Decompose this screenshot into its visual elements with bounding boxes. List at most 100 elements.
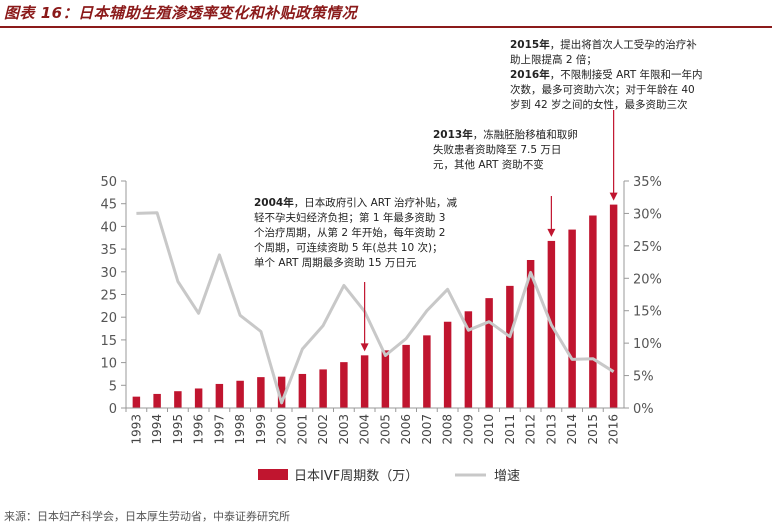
annotation-line: 个周期，可连续资助 5 年(总共 10 次)； bbox=[254, 241, 457, 256]
annotation-2013: 2013年，冻融胚胎移植和取卵 失败患者资助降至 7.5 万日 元，其他 ART 资… bbox=[433, 128, 578, 173]
annotation-line: 轻不孕夫妇经济负担；第 1 年最多资助 3 bbox=[254, 211, 457, 226]
arrow-head-2013 bbox=[547, 228, 556, 237]
bar-1994 bbox=[153, 393, 161, 408]
annotation-text: 个周期，可连续资助 5 年(总共 10 次)； bbox=[254, 242, 443, 254]
annotation-text: 元，其他 ART 资助不变 bbox=[433, 159, 544, 171]
left-tick-label: 45 bbox=[100, 198, 117, 213]
bar-2006 bbox=[402, 344, 410, 408]
left-tick-label: 0 bbox=[109, 402, 117, 417]
bar-2005 bbox=[381, 350, 390, 408]
bar-2012 bbox=[526, 259, 535, 408]
annotation-text: ，冻融胚胎移植和取卵 bbox=[472, 129, 578, 141]
annotation-text: ，不限制接受 ART 年限和一年内 bbox=[549, 69, 703, 81]
right-tick-label: 15% bbox=[633, 305, 662, 320]
left-tick-label: 35 bbox=[100, 243, 117, 258]
x-tick-label: 2005 bbox=[378, 414, 392, 445]
x-tick-label: 2003 bbox=[337, 414, 351, 445]
bar-1998 bbox=[236, 380, 244, 408]
x-tick-label: 1997 bbox=[212, 414, 226, 445]
bar-1997 bbox=[215, 383, 224, 408]
bar-2000 bbox=[277, 376, 286, 408]
x-tick-label: 1996 bbox=[192, 414, 206, 445]
annotation-text: 失败患者资助降至 7.5 万日 bbox=[433, 144, 562, 156]
annotation-year: 2015年 bbox=[510, 39, 550, 51]
annotation-line: 次数，最多可资助六次；对于年龄在 40 bbox=[510, 83, 703, 98]
right-tick-label: 5% bbox=[633, 370, 654, 385]
annotation-line: 失败患者资助降至 7.5 万日 bbox=[433, 143, 578, 158]
annotation-text: ，日本政府引入 ART 治疗补贴，减 bbox=[293, 197, 458, 209]
x-tick-label: 2000 bbox=[275, 414, 289, 445]
source-note: 来源：日本妇产科学会，日本厚生劳动省，中泰证券研究所 bbox=[4, 510, 290, 523]
annotation-2016: 2016年，不限制接受 ART 年限和一年内 次数，最多可资助六次；对于年龄在 4… bbox=[510, 68, 703, 113]
left-tick-label: 5 bbox=[109, 379, 117, 394]
bar-1996 bbox=[194, 388, 203, 408]
annotation-text: 岁到 42 岁之间的女性，最多资助三次 bbox=[510, 99, 688, 111]
left-tick-label: 10 bbox=[100, 357, 117, 372]
arrow-head-2016 bbox=[609, 192, 618, 201]
annotation-text: 次数，最多可资助六次；对于年龄在 40 bbox=[510, 84, 695, 96]
bar-2015 bbox=[589, 215, 597, 408]
bar-1993 bbox=[132, 396, 141, 408]
figure-title: 图表 16：日本辅助生殖渗透率变化和补贴政策情况 bbox=[4, 4, 358, 22]
left-tick-label: 50 bbox=[100, 175, 117, 190]
x-tick-label: 2014 bbox=[565, 414, 579, 445]
x-tick-label: 2011 bbox=[503, 414, 517, 445]
annotation-text: ，提出将首次人工受孕的治疗补 bbox=[549, 39, 697, 51]
x-tick-label: 2016 bbox=[607, 414, 621, 445]
x-tick-label: 2009 bbox=[461, 414, 475, 445]
right-tick-label: 0% bbox=[633, 402, 654, 417]
x-tick-label: 2004 bbox=[358, 414, 372, 445]
x-tick-label: 2002 bbox=[316, 414, 330, 445]
x-tick-label: 2006 bbox=[399, 414, 413, 445]
x-tick-label: 1999 bbox=[254, 414, 268, 445]
x-tick-label: 2010 bbox=[482, 414, 496, 445]
bar-2010 bbox=[485, 298, 493, 408]
annotation-text: 轻不孕夫妇经济负担；第 1 年最多资助 3 bbox=[254, 212, 446, 224]
line-series bbox=[136, 211, 615, 405]
axes: 0 5 10 15 20 25 30 35 40 45 50 0% 5% 10% 15% 20% 25% 30% 3… bbox=[100, 175, 661, 445]
title-rule bbox=[0, 26, 772, 28]
annotation-line: 元，其他 ART 资助不变 bbox=[433, 158, 578, 173]
annotation-year: 2016年 bbox=[510, 69, 550, 81]
right-tick-label: 25% bbox=[633, 240, 662, 255]
x-tick-label: 2008 bbox=[441, 414, 455, 445]
bar-2009 bbox=[464, 311, 473, 408]
annotation-line: 助上限提高 2 倍； bbox=[510, 53, 697, 68]
annotation-line: 2013年，冻融胚胎移植和取卵 bbox=[433, 128, 578, 143]
annotation-text: 助上限提高 2 倍； bbox=[510, 54, 597, 66]
bar-2011 bbox=[506, 285, 514, 408]
annotation-line: 岁到 42 岁之间的女性，最多资助三次 bbox=[510, 98, 703, 113]
x-tick-label: 1998 bbox=[233, 414, 247, 445]
right-tick-label: 35% bbox=[633, 175, 662, 190]
legend-bar-swatch bbox=[258, 469, 288, 480]
x-tick-label: 2012 bbox=[524, 414, 538, 445]
annotation-line: 单个 ART 周期最多资助 15 万日元 bbox=[254, 256, 457, 271]
growth-line bbox=[136, 211, 615, 405]
legend: 日本IVF周期数（万） 增速 bbox=[258, 469, 520, 484]
bar-2004 bbox=[360, 355, 369, 408]
annotation-text: 个治疗周期，从第 2 年开始，每年资助 2 bbox=[254, 227, 446, 239]
right-tick-label: 30% bbox=[633, 207, 662, 222]
bar-2002 bbox=[319, 369, 327, 408]
x-tick-label: 1994 bbox=[150, 414, 164, 445]
bar-2016 bbox=[609, 204, 618, 408]
annotation-text: 单个 ART 周期最多资助 15 万日元 bbox=[254, 257, 417, 269]
annotation-line: 2015年，提出将首次人工受孕的治疗补 bbox=[510, 38, 697, 53]
left-tick-label: 30 bbox=[100, 266, 117, 281]
annotation-2015: 2015年，提出将首次人工受孕的治疗补 助上限提高 2 倍； bbox=[510, 38, 697, 68]
x-tick-label: 2007 bbox=[420, 414, 434, 445]
bar-2014 bbox=[568, 229, 576, 408]
annotation-line: 个治疗周期，从第 2 年开始，每年资助 2 bbox=[254, 226, 457, 241]
annotation-year: 2004年 bbox=[254, 197, 294, 209]
legend-bar-label: 日本IVF周期数（万） bbox=[294, 469, 418, 484]
bar-1995 bbox=[174, 391, 182, 408]
bar-2008 bbox=[443, 321, 452, 408]
annotation-arrows bbox=[360, 110, 618, 352]
annotation-line: 2004年，日本政府引入 ART 治疗补贴，减 bbox=[254, 196, 457, 211]
x-tick-label: 1993 bbox=[129, 414, 143, 445]
arrow-head-2004 bbox=[360, 343, 369, 352]
annotation-line: 2016年，不限制接受 ART 年限和一年内 bbox=[510, 68, 703, 83]
left-tick-label: 25 bbox=[100, 289, 117, 304]
x-tick-label: 2015 bbox=[586, 414, 600, 445]
